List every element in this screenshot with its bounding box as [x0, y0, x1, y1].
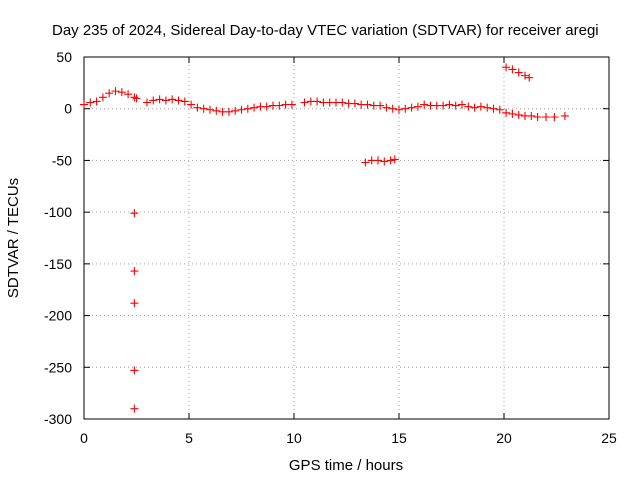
data-point [550, 112, 559, 121]
data-point [243, 104, 252, 113]
data-point [525, 73, 534, 82]
data-point [313, 97, 322, 106]
data-point [470, 103, 479, 112]
data-point [149, 96, 158, 105]
data-point [193, 103, 202, 112]
data-point [180, 97, 189, 106]
data-point [105, 89, 114, 98]
data-point [451, 101, 460, 110]
data-point [98, 93, 107, 102]
data-point [390, 155, 399, 164]
data-point [439, 101, 448, 110]
data-point [483, 103, 492, 112]
data-point [161, 96, 170, 105]
data-point [386, 156, 395, 165]
data-point [300, 98, 309, 107]
data-point [502, 108, 511, 117]
y-tick-label: -150 [44, 256, 72, 272]
y-tick-label: -250 [44, 359, 72, 375]
y-tick-label: 0 [64, 101, 72, 117]
data-point [338, 98, 347, 107]
data-point [508, 65, 517, 74]
data-point [117, 88, 126, 97]
data-point [374, 156, 382, 165]
data-point [130, 404, 139, 413]
data-point [445, 100, 454, 109]
data-point [508, 109, 517, 118]
data-point [143, 98, 151, 107]
x-tick-label: 15 [391, 430, 407, 446]
data-point [262, 102, 271, 111]
data-point [130, 93, 139, 102]
y-tick-label: -300 [44, 411, 72, 427]
data-point [380, 157, 389, 166]
chart-title: Day 235 of 2024, Sidereal Day-to-day VTE… [52, 22, 599, 39]
data-point [533, 112, 542, 121]
y-axis-label: SDTVAR / TECUs [5, 178, 22, 298]
y-tick-label: -100 [44, 204, 72, 220]
data-point [521, 71, 529, 80]
data-point [224, 107, 233, 116]
data-point [542, 112, 550, 121]
data-point [514, 68, 523, 77]
data-point [350, 99, 359, 108]
data-point [212, 106, 221, 115]
x-axis-label: GPS time / hours [289, 457, 403, 474]
data-point [527, 111, 536, 120]
data-point [495, 105, 504, 114]
data-point [130, 299, 139, 308]
data-point [168, 95, 177, 104]
data-point [199, 104, 208, 113]
data-point [458, 100, 466, 109]
grid [84, 57, 609, 419]
data-point [407, 103, 416, 112]
data-point [237, 105, 246, 114]
x-tick-label: 20 [496, 430, 512, 446]
data-point [376, 101, 385, 110]
data-point [560, 111, 569, 120]
data-point [174, 96, 183, 105]
data-point [130, 209, 139, 218]
data-point [275, 101, 284, 110]
y-tick-label: -200 [44, 308, 72, 324]
x-tick-label: 5 [185, 430, 193, 446]
data-point [130, 366, 139, 375]
data-point [287, 100, 296, 109]
x-tick-label: 10 [286, 430, 302, 446]
data-point [382, 103, 391, 112]
y-tick-label: -50 [52, 152, 72, 168]
data-point [413, 102, 422, 111]
data-point [155, 95, 164, 104]
data-point [388, 104, 397, 113]
x-tick-label: 0 [80, 430, 88, 446]
data-point [80, 100, 88, 109]
data-points [80, 63, 569, 413]
data-point [132, 94, 141, 103]
data-point [514, 110, 523, 119]
data-point [250, 103, 259, 112]
axis-ticks: 50 0 -50 -100 -150 -200 -250 -300 0 5 10 15 20 25 [44, 49, 617, 446]
data-point [361, 158, 370, 167]
data-point [187, 100, 196, 109]
data-point [489, 104, 498, 113]
data-point [130, 267, 139, 276]
data-point [502, 63, 511, 72]
data-point [464, 102, 473, 111]
data-point [92, 97, 101, 106]
data-point [124, 90, 133, 99]
plot-frame [83, 56, 610, 420]
data-point [206, 105, 214, 114]
data-point [395, 105, 403, 114]
data-point [420, 100, 429, 109]
data-point [401, 104, 410, 113]
data-point [363, 100, 372, 109]
data-point [111, 87, 120, 96]
data-point [231, 106, 240, 115]
data-point [86, 98, 95, 107]
data-point [476, 102, 485, 111]
x-tick-label: 25 [601, 430, 617, 446]
y-tick-label: 50 [56, 49, 72, 65]
